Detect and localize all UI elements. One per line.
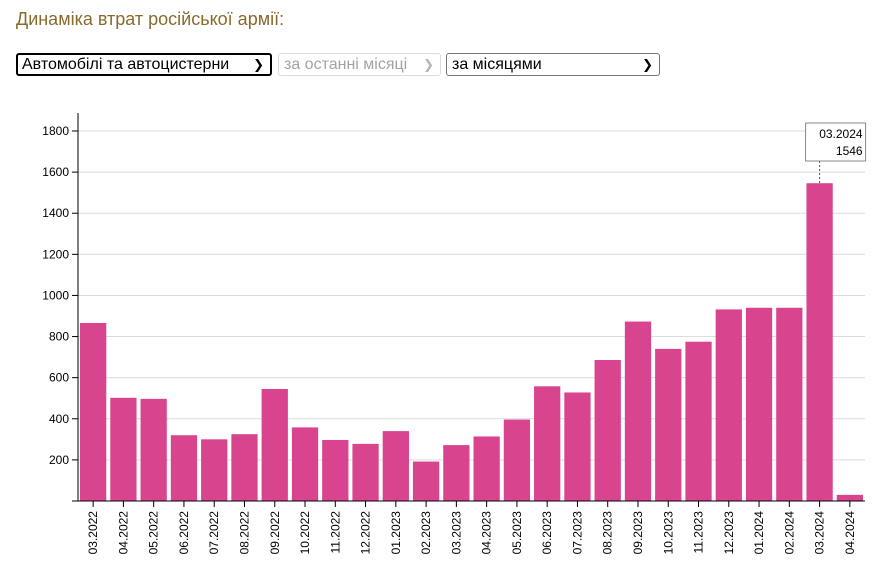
bar[interactable]: [382, 431, 409, 501]
x-tick-label: 05.2022: [147, 511, 161, 555]
chevron-down-icon: ❯: [423, 57, 434, 72]
chevron-down-icon: ❯: [253, 57, 264, 72]
chevron-down-icon: ❯: [642, 57, 653, 72]
bar[interactable]: [412, 461, 440, 501]
bar[interactable]: [473, 436, 500, 501]
category-select-value: Автомобілі та автоцистерни: [22, 56, 230, 73]
x-tick-label: 08.2022: [237, 511, 251, 555]
x-tick-label: 10.2023: [661, 511, 675, 555]
grouping-select-value: за місяцями: [452, 56, 542, 73]
x-tick-label: 03.2023: [449, 511, 463, 555]
bar[interactable]: [140, 398, 167, 501]
bar[interactable]: [806, 183, 833, 501]
page-title: Динаміка втрат російської армії:: [16, 9, 285, 29]
x-tick-label: 12.2022: [359, 511, 373, 555]
bar[interactable]: [291, 427, 319, 501]
y-tick-label: 1600: [42, 165, 69, 179]
x-tick-label: 08.2023: [601, 511, 615, 555]
y-tick-label: 1800: [42, 124, 69, 138]
y-tick-label: 200: [49, 453, 69, 467]
bar[interactable]: [624, 321, 652, 501]
x-tick-label: 04.2022: [116, 511, 130, 555]
x-tick-label: 05.2023: [510, 511, 524, 555]
x-axis: 03.2022 04.2022 05.2022 06.2022 07.2022 08.20…: [72, 500, 865, 555]
bar[interactable]: [261, 388, 288, 501]
bar[interactable]: [685, 341, 712, 501]
x-tick-label: 03.2024: [813, 511, 827, 555]
bar[interactable]: [655, 348, 682, 501]
x-tick-label: 09.2023: [631, 511, 645, 555]
bar[interactable]: [534, 386, 561, 501]
bar[interactable]: [564, 392, 591, 501]
y-tick-label: 400: [49, 412, 69, 426]
x-tick-label: 03.2022: [86, 511, 100, 555]
x-tick-label: 09.2022: [268, 511, 282, 555]
tooltip-label: 03.2024: [819, 127, 863, 141]
x-tick-label: 04.2023: [480, 511, 494, 555]
bar[interactable]: [170, 435, 198, 501]
y-axis: 200 400 600 800 1000 1200 1400 1600 1800: [42, 113, 79, 501]
bar[interactable]: [201, 439, 228, 501]
x-tick-label: 10.2022: [298, 511, 312, 555]
bar[interactable]: [715, 309, 742, 501]
x-tick-label: 02.2023: [419, 511, 433, 555]
x-tick-label: 06.2022: [177, 511, 191, 555]
bar[interactable]: [776, 307, 803, 501]
x-tick-label: 01.2024: [752, 511, 766, 555]
y-tick-label: 600: [49, 371, 69, 385]
bar[interactable]: [503, 419, 531, 501]
bars: [80, 183, 863, 501]
bar[interactable]: [594, 359, 621, 501]
bar[interactable]: [443, 445, 470, 501]
y-tick-label: 1200: [42, 247, 69, 261]
grouping-select[interactable]: за місяцями ❯: [446, 53, 660, 76]
period-select[interactable]: за останні місяці ❯: [278, 53, 441, 76]
x-tick-label: 07.2022: [207, 511, 221, 555]
y-tick-label: 800: [49, 330, 69, 344]
x-tick-label: 01.2023: [389, 511, 403, 555]
bar[interactable]: [80, 322, 107, 501]
bar[interactable]: [836, 494, 863, 501]
category-select[interactable]: Автомобілі та автоцистерни ❯: [16, 53, 272, 76]
tooltip-value: 1546: [836, 144, 863, 158]
x-tick-label: 04.2024: [843, 511, 857, 555]
bar[interactable]: [231, 434, 258, 501]
period-select-value: за останні місяці: [284, 56, 408, 73]
x-tick-label: 06.2023: [540, 511, 554, 555]
x-tick-label: 07.2023: [570, 511, 584, 555]
y-tick-label: 1000: [42, 288, 69, 302]
bar[interactable]: [322, 439, 349, 501]
x-tick-label: 12.2023: [722, 511, 736, 555]
x-tick-label: 11.2023: [692, 511, 706, 554]
bar[interactable]: [352, 443, 379, 501]
bar[interactable]: [745, 307, 773, 501]
x-tick-label: 02.2024: [782, 511, 796, 555]
y-tick-label: 1400: [42, 206, 69, 220]
bar-tooltip: 03.2024 1546: [805, 122, 867, 184]
x-tick-label: 11.2022: [328, 511, 342, 554]
bar[interactable]: [110, 397, 137, 501]
